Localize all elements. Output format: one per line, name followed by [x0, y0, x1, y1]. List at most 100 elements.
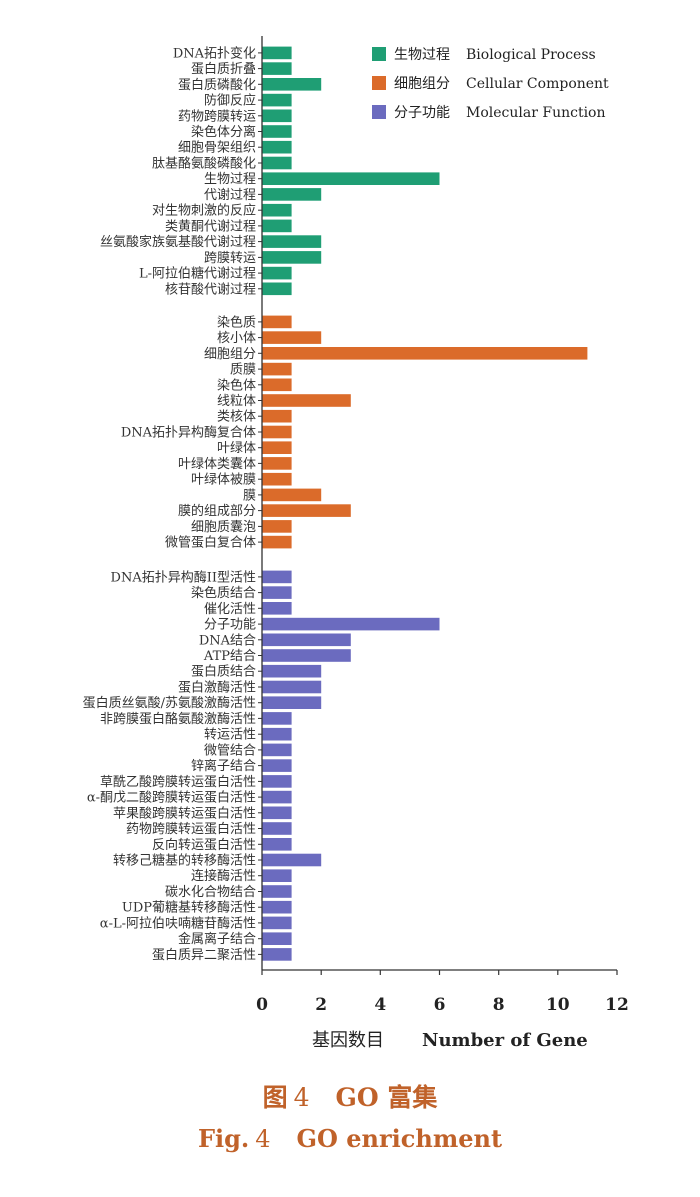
category-label: 非跨膜蛋白酪氨酸激酶活性 — [100, 711, 256, 727]
bar — [262, 806, 292, 820]
category-label: 药物跨膜转运 — [178, 109, 256, 124]
legend-label-en: Biological Process — [466, 47, 596, 63]
bar — [262, 62, 292, 75]
category-label: 染色质 — [217, 314, 256, 330]
category-label: 膜 — [243, 488, 256, 503]
bar — [262, 282, 292, 296]
category-label: 催化活性 — [204, 602, 256, 617]
caption-en-prefix: Fig. — [197, 1124, 250, 1153]
bar — [262, 900, 292, 914]
category-label: 转运活性 — [204, 728, 256, 743]
bar — [262, 602, 292, 615]
category-label: 生物过程 — [204, 172, 256, 187]
bar — [262, 696, 322, 709]
category-label: 分子功能 — [204, 618, 256, 633]
category-label: 金属离子结合 — [178, 931, 256, 947]
bar — [262, 838, 292, 851]
bar — [262, 932, 292, 945]
bar — [262, 649, 351, 662]
category-label: 细胞组分 — [204, 347, 256, 362]
category-label: 蛋白激酶活性 — [178, 680, 256, 696]
category-label: DNA结合 — [199, 633, 256, 648]
category-label: 防御反应 — [204, 93, 256, 109]
caption-zh-text: GO 富集 — [335, 1083, 438, 1112]
bar — [262, 570, 292, 584]
category-label: 蛋白质磷酸化 — [178, 77, 256, 93]
legend-label-en: Molecular Function — [466, 105, 606, 121]
category-label: 膜的组成部分 — [178, 503, 256, 519]
bar — [262, 916, 292, 930]
category-label: 蛋白质结合 — [191, 664, 256, 680]
bar — [262, 140, 292, 154]
legend-swatch — [372, 105, 386, 119]
caption-en-text: GO enrichment — [296, 1124, 503, 1153]
legend-label-en: Cellular Component — [466, 76, 609, 92]
category-label: 丝氨酸家族氨基酸代谢过程 — [100, 234, 256, 250]
bar — [262, 822, 292, 835]
bar — [262, 109, 292, 123]
bar — [262, 472, 292, 486]
category-label: 细胞骨架组织 — [178, 141, 256, 156]
caption-zh-number: 4 — [293, 1083, 310, 1112]
bar — [262, 219, 292, 233]
bar — [262, 617, 440, 631]
legend-swatch — [372, 76, 386, 90]
x-tick-label: 2 — [315, 995, 327, 1015]
x-tick-label: 10 — [546, 995, 570, 1015]
category-label: 代谢过程 — [204, 187, 256, 203]
bar — [262, 425, 292, 439]
category-label: 蛋白质折叠 — [191, 61, 256, 77]
category-label: 类核体 — [217, 410, 256, 425]
category-label: 核苷酸代谢过程 — [165, 281, 256, 297]
bar — [262, 853, 322, 867]
bar — [262, 775, 292, 788]
x-tick-label: 4 — [374, 995, 386, 1015]
category-label: 肽基酪氨酸磷酸化 — [152, 156, 256, 172]
bar — [262, 743, 292, 757]
category-label: DNA拓扑变化 — [173, 45, 256, 61]
bar — [262, 172, 440, 185]
category-label: 微管蛋白复合体 — [165, 535, 256, 551]
legend-label: 分子功能 — [394, 105, 450, 121]
bar — [262, 586, 292, 599]
category-label: 类黄酮代谢过程 — [165, 218, 256, 234]
bar — [262, 394, 351, 407]
category-label: 药物跨膜转运蛋白活性 — [126, 821, 256, 837]
bar — [262, 869, 292, 882]
category-label: 染色质结合 — [191, 585, 256, 601]
bar — [262, 488, 322, 502]
bar — [262, 520, 292, 533]
x-tick-label: 8 — [493, 995, 505, 1015]
bar — [262, 441, 292, 454]
category-label: 核小体 — [217, 331, 256, 346]
x-tick-label: 6 — [434, 995, 446, 1015]
bar — [262, 362, 292, 376]
category-label: 连接酶活性 — [191, 868, 256, 884]
bar — [262, 633, 351, 647]
bar — [262, 347, 588, 360]
bar — [262, 188, 322, 201]
category-label: 质膜 — [230, 363, 256, 378]
bar — [262, 93, 292, 107]
bar — [262, 78, 322, 91]
category-label: DNA拓扑异构酶复合体 — [121, 425, 256, 441]
category-label: 染色体 — [217, 377, 256, 393]
category-label: α-酮戊二酸跨膜转运蛋白活性 — [87, 790, 256, 806]
bar — [262, 727, 292, 741]
bar — [262, 712, 292, 725]
caption-zh-prefix: 图 — [262, 1083, 288, 1112]
caption-en-number: 4 — [255, 1125, 271, 1153]
category-label: 跨膜转运 — [204, 251, 256, 266]
bar — [262, 790, 292, 804]
bar — [262, 948, 292, 961]
category-label: 草酰乙酸跨膜转运蛋白活性 — [100, 774, 256, 790]
x-tick-label: 0 — [256, 995, 268, 1015]
category-label: ATP结合 — [203, 649, 256, 664]
category-label: 叶绿体类囊体 — [178, 456, 256, 472]
category-label: 线粒体 — [217, 394, 256, 409]
bar — [262, 315, 292, 329]
bar — [262, 885, 292, 898]
x-axis-title-en: Number of Gene — [422, 1030, 588, 1051]
bar — [262, 378, 292, 392]
bar — [262, 235, 322, 248]
